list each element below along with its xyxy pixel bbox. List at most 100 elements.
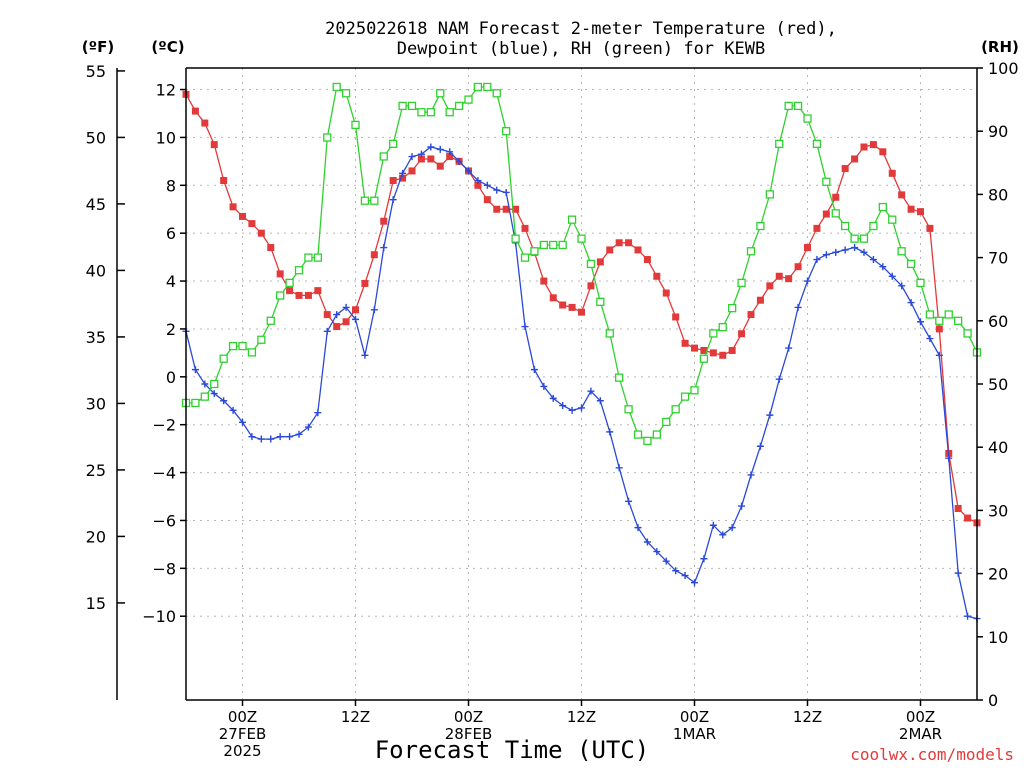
rh-point bbox=[492, 89, 501, 98]
dewpoint-point bbox=[380, 244, 388, 252]
dewpoint-point bbox=[257, 435, 265, 443]
rh-point bbox=[219, 354, 228, 363]
temperature-point bbox=[728, 346, 736, 354]
rh-point bbox=[294, 266, 304, 275]
temperature-point bbox=[691, 344, 698, 352]
dewpoint-point bbox=[926, 335, 934, 343]
temperature-point bbox=[832, 193, 840, 201]
temperature-point bbox=[907, 205, 915, 213]
rh-point bbox=[266, 316, 275, 325]
celsius-tick-label: −4 bbox=[152, 464, 176, 483]
dewpoint-point bbox=[483, 181, 491, 189]
unit-label-celsius: (ºC) bbox=[151, 38, 184, 56]
rh-point bbox=[426, 108, 435, 117]
rh-point bbox=[200, 392, 209, 401]
rh-point bbox=[963, 329, 972, 338]
dewpoint-point bbox=[643, 538, 651, 546]
time-tick-label: 00Z bbox=[906, 708, 935, 726]
dewpoint-point bbox=[606, 428, 614, 436]
celsius-tick-label: 2 bbox=[166, 320, 176, 339]
temperature-point bbox=[229, 203, 237, 211]
unit-label-fahrenheit: (ºF) bbox=[82, 38, 114, 56]
dewpoint-point bbox=[446, 148, 454, 156]
temperature-point bbox=[700, 346, 708, 354]
fahrenheit-tick-label: 40 bbox=[86, 261, 106, 280]
dewpoint-point bbox=[851, 244, 859, 252]
dewpoint-point bbox=[728, 524, 736, 532]
temperature-point bbox=[672, 313, 680, 321]
rh-point bbox=[775, 139, 784, 148]
rh-point bbox=[351, 120, 360, 130]
dewpoint-point bbox=[267, 435, 275, 443]
temperature-point bbox=[427, 155, 435, 163]
dewpoint-point bbox=[248, 433, 256, 441]
dewpoint-point bbox=[201, 380, 209, 388]
temperature-point bbox=[578, 308, 585, 316]
dewpoint-point bbox=[709, 521, 717, 529]
dewpoint-point bbox=[879, 263, 887, 271]
rh-point bbox=[511, 234, 520, 243]
rh-point bbox=[605, 329, 614, 338]
dewpoint-point bbox=[342, 303, 350, 311]
temperature-point bbox=[822, 210, 830, 218]
dewpoint-point bbox=[653, 548, 661, 556]
chart-title-line1: 2025022618 NAM Forecast 2-meter Temperat… bbox=[325, 19, 837, 39]
temperature-point bbox=[794, 263, 802, 271]
temperature-point bbox=[210, 141, 218, 149]
dewpoint-point bbox=[220, 397, 228, 405]
dewpoint-point bbox=[370, 306, 378, 314]
temperature-point bbox=[220, 177, 228, 185]
dewpoint-point bbox=[436, 145, 444, 153]
rh-point bbox=[520, 253, 530, 262]
dewpoint-point bbox=[832, 248, 840, 256]
dewpoint-point bbox=[465, 167, 472, 175]
dewpoint-point bbox=[747, 471, 755, 479]
dewpoint-point bbox=[417, 150, 425, 158]
dewpoint-point bbox=[766, 411, 774, 419]
rh-point bbox=[313, 253, 322, 262]
dewpoint-point bbox=[954, 569, 962, 577]
dewpoint-point bbox=[530, 366, 538, 374]
dewpoint-point bbox=[408, 153, 416, 161]
temperature-point bbox=[643, 256, 651, 264]
temperature-point bbox=[954, 504, 962, 512]
time-tick-label: 12Z bbox=[793, 708, 822, 726]
dewpoint-point bbox=[756, 442, 764, 450]
dewpoint-point bbox=[493, 186, 501, 194]
fahrenheit-tick-label: 35 bbox=[86, 328, 106, 347]
dewpoint-point bbox=[276, 433, 284, 441]
dewpoint-point bbox=[907, 299, 915, 307]
rh-point bbox=[502, 127, 511, 136]
temperature-point bbox=[869, 141, 877, 149]
rh-point bbox=[586, 259, 596, 269]
rh-tick-label: 100 bbox=[988, 59, 1019, 78]
rh-point bbox=[765, 190, 774, 199]
rh-point bbox=[746, 247, 756, 256]
dewpoint-point bbox=[314, 409, 322, 417]
dewpoint-point bbox=[860, 248, 868, 256]
dewpoint-point bbox=[822, 251, 830, 259]
rh-point bbox=[615, 373, 624, 382]
rh-point bbox=[662, 417, 671, 427]
celsius-tick-label: −10 bbox=[142, 607, 176, 626]
rh-point bbox=[680, 392, 690, 401]
temperature-point bbox=[709, 349, 717, 357]
rh-point bbox=[407, 101, 417, 111]
time-tick-label: 12Z bbox=[567, 708, 596, 726]
temperature-point bbox=[587, 282, 595, 290]
dewpoint-point bbox=[672, 567, 680, 575]
temperature-point bbox=[474, 181, 482, 189]
rh-point bbox=[954, 316, 963, 325]
temperature-line bbox=[185, 93, 978, 524]
temperature-point bbox=[361, 279, 369, 287]
rh-tick-label: 50 bbox=[988, 375, 1008, 394]
rh-tick-label: 70 bbox=[988, 249, 1008, 268]
temperature-point bbox=[766, 282, 774, 290]
rh-point bbox=[341, 89, 351, 98]
dewpoint-point bbox=[615, 464, 623, 472]
temperature-point bbox=[775, 272, 783, 280]
rh-point bbox=[276, 291, 285, 300]
temperature-point bbox=[323, 311, 331, 319]
